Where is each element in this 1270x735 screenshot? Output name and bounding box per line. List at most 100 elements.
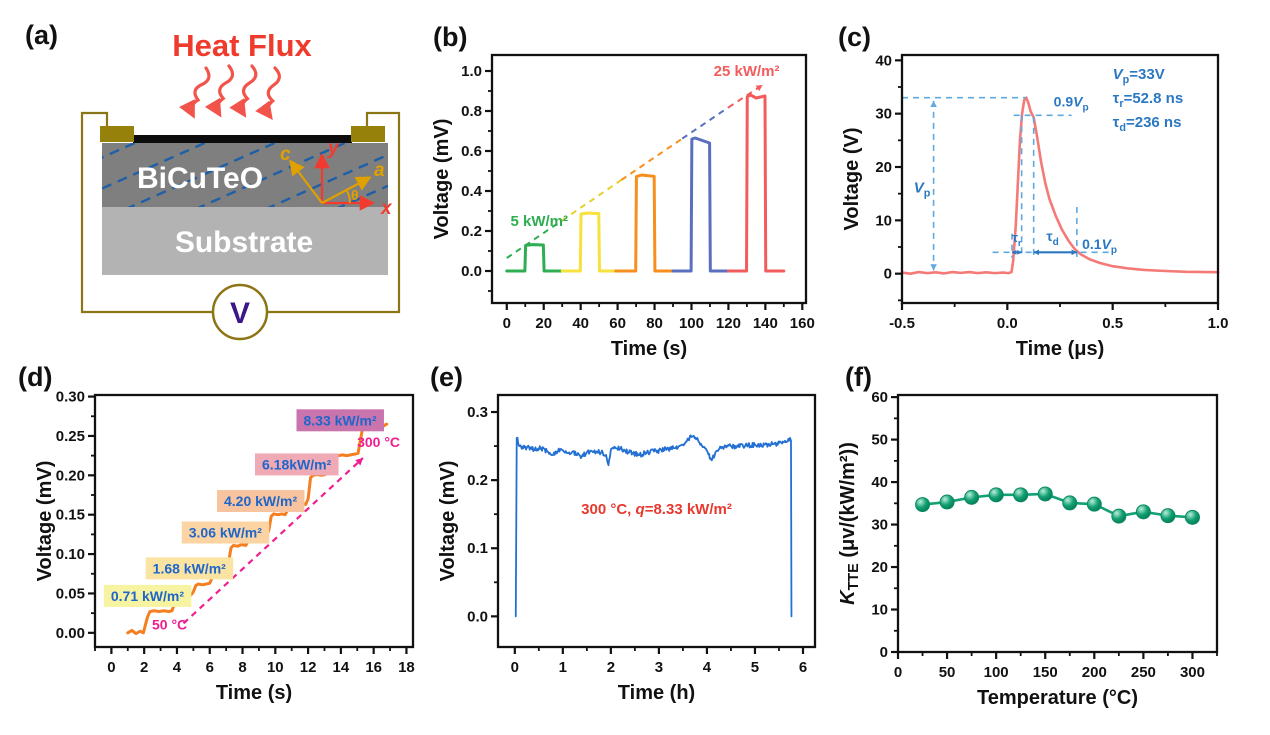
temp-start-label: 50 °C [152, 617, 187, 633]
data-point [1037, 486, 1053, 502]
x-tick-label: 60 [609, 315, 626, 332]
data-point [1135, 504, 1151, 520]
circuit-wire-right [268, 111, 401, 314]
x-tick-label: 120 [716, 315, 741, 332]
x-tick-label: 0.5 [1102, 315, 1123, 332]
data-point [964, 489, 980, 505]
flux-label-1-box [103, 584, 192, 607]
x-tick-label: 18 [398, 659, 415, 676]
electrode-pad-right [351, 126, 385, 142]
heat-flux-arrow [229, 64, 258, 118]
series-pulse4 [671, 136, 730, 273]
x-tick-label: 0 [107, 659, 115, 676]
crystal-axes: x y c a θ [280, 138, 393, 219]
x-tick-label: 2 [607, 659, 615, 676]
vp-label: Vp [914, 180, 931, 200]
y-tick-label: 0 [880, 644, 888, 661]
x-tick-label: 160 [790, 315, 815, 332]
y-tick-label: 1.0 [461, 63, 482, 80]
panel-c: (c) -0.5 0.0 0.5 1.0 0 10 20 30 40 Time (μs) Volta… [830, 0, 1270, 360]
y-tick-label: 40 [875, 52, 892, 69]
x-tick-label: 20 [535, 315, 552, 332]
x-tick-label: 12 [300, 659, 317, 676]
heat-flux-arrow [179, 66, 211, 119]
chart-d: 0 2 4 6 8 10 12 14 16 18 0.00 0.05 0.10 0.15 0.20 0.25 0… [34, 389, 415, 704]
heat-flux-arrow [204, 64, 235, 118]
chart-f: 0 50 100 150 200 250 300 0 10 20 30 40 50 60 Temperatu… [837, 389, 1219, 709]
x-axis-title: Time (s) [611, 338, 687, 360]
top-electrode-film [133, 135, 352, 143]
voltmeter-circle [211, 283, 269, 341]
circuit-wire-left [80, 111, 212, 314]
x-tick-label: 2 [140, 659, 148, 676]
panel-c-label: (c) [838, 22, 871, 52]
x-tick-label: 200 [1082, 664, 1107, 681]
panel-f-label: (f) [845, 362, 872, 392]
condition-label: 300 °C, q=8.33 kW/m² [581, 501, 732, 518]
plot-frame [896, 393, 1219, 654]
bicuteo-label: BiCuTeO [137, 162, 263, 195]
trend-red-arrow [727, 84, 764, 109]
x-tick-label: 250 [1131, 664, 1156, 681]
x-axis-label: x [380, 198, 393, 219]
y-tick-label: 0.25 [56, 428, 85, 445]
x-tick-label: 100 [679, 315, 704, 332]
arrowhead [1071, 249, 1077, 256]
data-point [988, 487, 1004, 503]
y-tick-label: 0.0 [461, 263, 482, 280]
plot-frame [93, 393, 415, 649]
x-tick-label: 0.0 [997, 315, 1018, 332]
trend-green [506, 219, 563, 259]
arrowhead [930, 100, 937, 108]
trend-blue [681, 106, 729, 140]
series-pulse3 [614, 173, 675, 273]
data-point [1013, 487, 1029, 503]
x-axis-title: Time (μs) [1016, 338, 1105, 360]
y-tick-label: 0.05 [56, 585, 85, 602]
substrate-label: Substrate [175, 226, 313, 259]
arrowhead [755, 85, 763, 92]
plot-frame [900, 53, 1220, 305]
y-tick-label: 0 [884, 266, 892, 283]
flux-label-1: 0.71 kW/m² [111, 588, 184, 604]
plot-frame [490, 53, 808, 305]
heat-flux-arrow [255, 66, 281, 120]
panel-e: (e) 0 1 2 3 4 5 6 0.0 0.1 0.2 0.3 Time (h) Voltage (… [425, 360, 840, 735]
plot-frame [496, 393, 817, 649]
arrowhead [1033, 249, 1039, 256]
tau-r-label: τr [1012, 230, 1022, 248]
substrate-layer [102, 207, 388, 275]
flux-label-2-box [145, 557, 234, 580]
heat-flux-label: Heat Flux [172, 28, 312, 63]
y-tick-label: 0.0 [467, 608, 488, 625]
y-tick-label: 60 [871, 389, 888, 406]
x-tick-label: 5 [751, 659, 759, 676]
y-tick-label: 30 [871, 517, 888, 534]
panel-a-label: (a) [25, 20, 58, 50]
flux-max-label: 25 kW/m² [714, 63, 780, 80]
y-tick-label: 0.8 [461, 103, 482, 120]
y-axis-label: y [327, 138, 340, 159]
x-tick-label: 6 [799, 659, 807, 676]
chart-e: 0 1 2 3 4 5 6 0.0 0.1 0.2 0.3 Time (h) Voltage (mV) 3… [437, 393, 817, 704]
x-tick-label: 50 [939, 664, 956, 681]
y-axis-title: KTTE (μv/(kW/m²)) [837, 442, 862, 605]
flux-label-5: 6.18kW/m² [262, 456, 332, 472]
x-tick-label: 10 [267, 659, 284, 676]
y-tick-label: 10 [871, 602, 888, 619]
x-tick-label: 0 [503, 315, 511, 332]
a-axis-arrow [321, 176, 372, 204]
x-tick-label: 1 [559, 659, 567, 676]
x-tick-label: 6 [206, 659, 214, 676]
panel-b: (b) 0 20 40 60 80 100 120 140 160 0.0 0.2 0.4 0.6 0.8… [425, 0, 840, 360]
x-tick-label: 40 [572, 315, 589, 332]
series-pulse1 [505, 243, 564, 273]
panel-a: (a) Heat Flux [0, 0, 430, 360]
data-point [915, 497, 931, 513]
y-tick-label: 0.00 [56, 625, 85, 642]
voltmeter-label: V [230, 297, 250, 330]
flux-label-5-box [254, 453, 339, 476]
y-tick-label: 20 [871, 559, 888, 576]
a-axis-label: a [374, 160, 385, 181]
x-tick-label: 4 [173, 659, 182, 676]
